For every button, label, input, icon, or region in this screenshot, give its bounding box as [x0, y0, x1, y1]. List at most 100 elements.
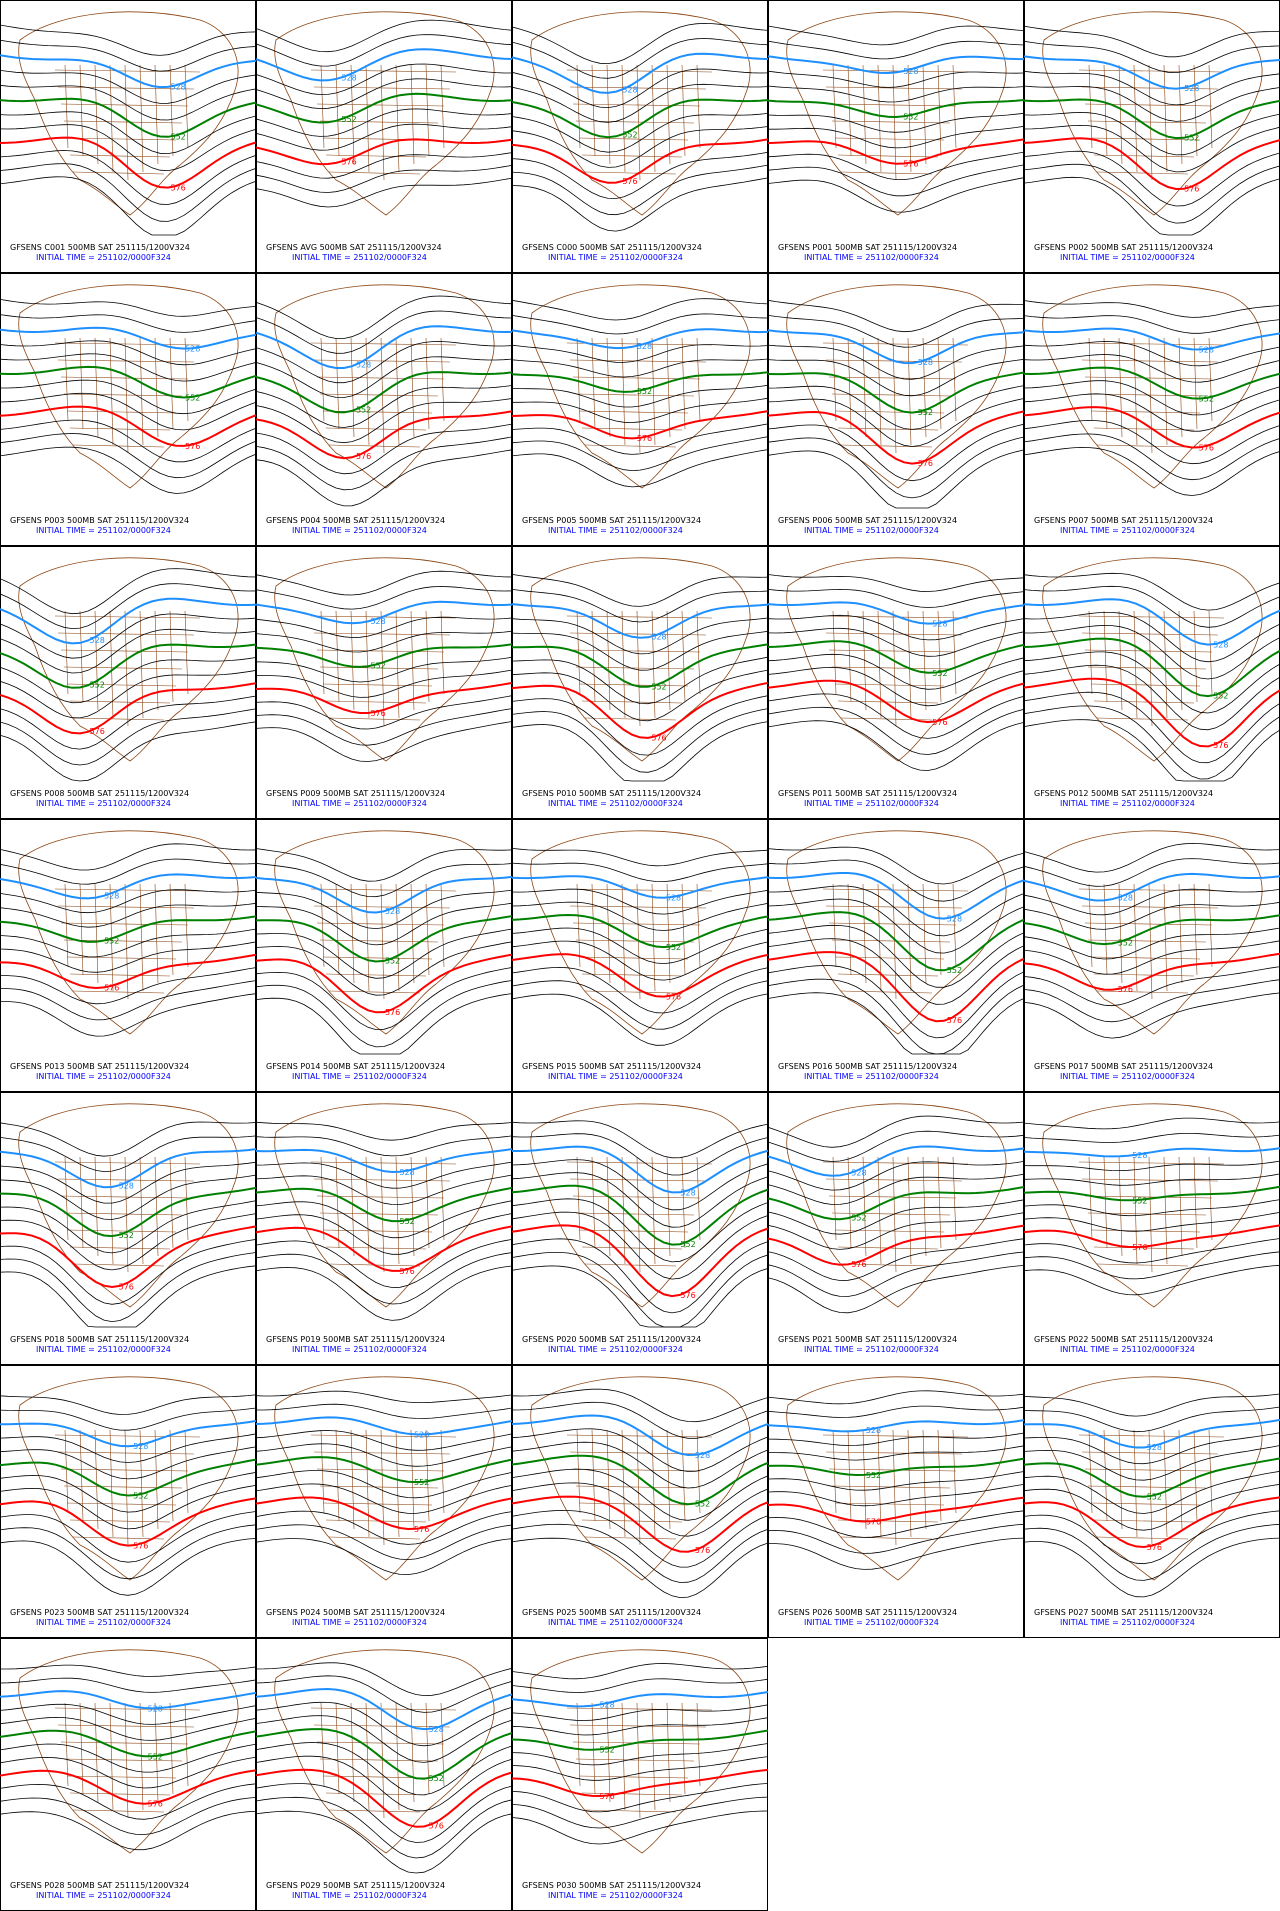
height-contour	[512, 397, 768, 424]
height-contour	[512, 617, 768, 655]
contour-label: 576	[932, 718, 947, 727]
map-outline	[274, 1649, 495, 1854]
contour-label: 528	[866, 1426, 881, 1435]
map-border	[328, 1809, 421, 1813]
height-contour	[256, 92, 512, 124]
height-contour	[256, 1265, 512, 1321]
map-border	[696, 1702, 701, 1787]
map-border	[1118, 64, 1123, 165]
map-border	[696, 883, 701, 968]
height-contour	[0, 1797, 256, 1836]
ensemble-panel: 528 552 576 GFSENS P018 500MB SAT 251115/12…	[0, 1092, 256, 1365]
height-contour	[768, 1510, 1024, 1538]
panel-border	[0, 546, 256, 819]
height-contour	[512, 328, 768, 350]
contour-label: 552	[414, 1478, 429, 1487]
height-contour	[256, 1701, 512, 1747]
height-contour	[0, 993, 256, 1037]
caption-bg	[1, 1057, 255, 1091]
height-contour	[0, 682, 256, 735]
map-border	[681, 610, 686, 703]
map-border	[1133, 610, 1138, 719]
contour-label: 528	[385, 907, 400, 916]
map-border	[440, 1429, 445, 1514]
height-contour	[0, 379, 256, 415]
map-border	[572, 103, 701, 107]
map-border	[1118, 337, 1123, 438]
height-contour	[512, 875, 768, 899]
panel-init-time: INITIAL TIME = 251102/0000F324	[292, 1072, 427, 1081]
height-contour	[1024, 327, 1280, 351]
map-outline	[18, 557, 239, 762]
height-contour	[768, 398, 1024, 447]
height-contour	[512, 1509, 768, 1568]
map-border	[576, 1429, 581, 1514]
height-contour	[256, 1715, 512, 1763]
height-contour	[512, 927, 768, 965]
map-border	[54, 1161, 201, 1165]
height-contour	[1024, 1457, 1280, 1498]
panel-border	[256, 546, 512, 819]
height-contour	[256, 177, 512, 208]
height-contour	[768, 978, 1024, 1055]
height-contour	[256, 643, 512, 668]
map-border	[606, 883, 611, 984]
map-border	[440, 1156, 445, 1241]
height-contour	[256, 1796, 512, 1859]
height-contour	[256, 1252, 512, 1305]
height-contour	[256, 889, 512, 930]
height-contour	[1024, 433, 1280, 481]
map-border	[184, 610, 189, 695]
map-border	[952, 64, 957, 149]
contour-label: 528	[637, 342, 652, 351]
panel-title: GFSENS P014 500MB SAT 251115/1200V324	[266, 1062, 445, 1071]
map-border	[425, 610, 430, 703]
ensemble-panel: 528 552 576 GFSENS P020 500MB SAT 251115/12…	[512, 1092, 768, 1365]
map-border	[584, 717, 677, 721]
contour-label: 552	[866, 1471, 881, 1480]
height-contour	[1024, 1117, 1280, 1130]
map-outline	[786, 1376, 1007, 1581]
map-border	[606, 337, 611, 438]
contour-label: 552	[695, 1500, 710, 1509]
height-contour	[0, 150, 256, 205]
map-border	[1093, 700, 1195, 704]
map-border	[892, 64, 897, 181]
map-border	[1118, 1156, 1123, 1257]
height-contour	[1024, 901, 1280, 930]
map-border	[831, 120, 951, 124]
map-border	[54, 1434, 201, 1438]
panel-title: GFSENS P006 500MB SAT 251115/1200V324	[778, 516, 957, 525]
panel-init-time: INITIAL TIME = 251102/0000F324	[804, 1345, 939, 1354]
map-border	[681, 1702, 686, 1795]
panel-title: GFSENS P005 500MB SAT 251115/1200V324	[522, 516, 701, 525]
contour-label: 528	[356, 361, 371, 370]
height-contour	[0, 176, 256, 236]
caption-bg	[257, 1330, 511, 1364]
contour-label: 576	[356, 452, 371, 461]
map-border	[922, 337, 927, 438]
height-contour	[0, 353, 256, 382]
caption-bg	[513, 1603, 767, 1637]
height-contour	[0, 902, 256, 928]
height-contour	[512, 1743, 768, 1766]
height-contour	[256, 410, 512, 460]
height-contour	[512, 708, 768, 773]
map-border	[651, 610, 656, 719]
panel-title: GFSENS P020 500MB SAT 251115/1200V324	[522, 1335, 701, 1344]
caption-bg	[257, 1057, 511, 1091]
map-border	[410, 883, 415, 984]
caption-bg	[1, 511, 255, 545]
map-border	[63, 393, 183, 397]
height-contour	[1024, 150, 1280, 207]
map-border	[72, 1263, 165, 1267]
contour-label: 528	[185, 345, 200, 354]
contour-label: 528	[1184, 84, 1199, 93]
map-border	[380, 883, 385, 1000]
height-contour	[0, 721, 256, 782]
map-border	[395, 883, 400, 992]
height-contour	[0, 980, 256, 1021]
map-border	[63, 1485, 183, 1489]
map-border	[1163, 883, 1168, 992]
height-contour	[768, 1199, 1024, 1235]
